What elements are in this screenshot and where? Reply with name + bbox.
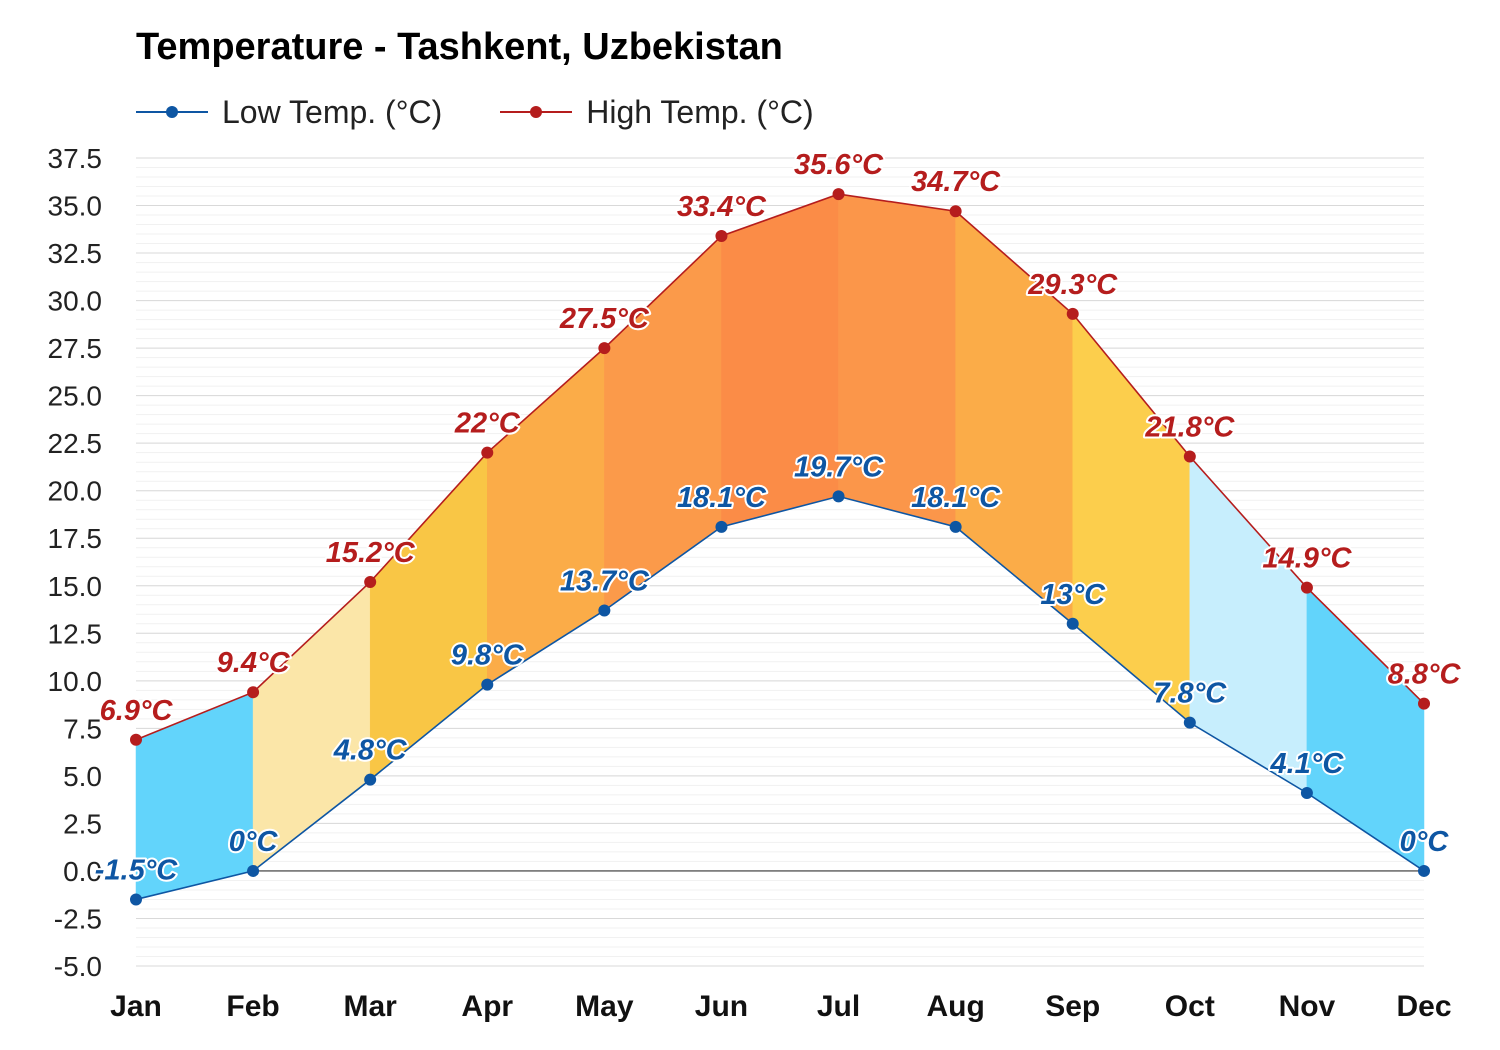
legend-label-low: Low Temp. (°C): [222, 93, 443, 130]
y-tick-label: 27.5: [48, 333, 103, 364]
chart-title: Temperature - Tashkent, Uzbekistan: [136, 26, 783, 68]
y-tick-label: 37.5: [48, 143, 103, 174]
legend-marker-low: [136, 90, 208, 134]
high-point: [949, 205, 962, 218]
band-apr: [487, 347, 605, 686]
high-data-label: 34.7°C: [911, 166, 1001, 198]
high-point: [130, 733, 142, 746]
high-point: [481, 446, 494, 459]
high-point: [598, 342, 611, 355]
legend: Low Temp. (°C) High Temp. (°C): [136, 90, 872, 134]
x-tick-label: Oct: [1165, 990, 1215, 1023]
x-tick-label: Sep: [1045, 990, 1100, 1023]
y-tick-label: 22.5: [48, 428, 103, 459]
x-tick-label: Jan: [110, 990, 162, 1023]
legend-item-high[interactable]: High Temp. (°C): [500, 90, 814, 134]
x-tick-label: Feb: [226, 990, 279, 1023]
y-tick-label: 20.0: [48, 476, 103, 507]
y-tick-label: 25.0: [48, 381, 103, 412]
band-mar: [369, 452, 488, 781]
low-point: [1300, 786, 1313, 799]
low-data-label: 13.7°C: [560, 565, 650, 597]
series-high: 6.9°C 9.4°C 15.2°C 22°C 27.5°C 33.4°C 35.6°C 34…: [98, 147, 1463, 746]
y-tick-label: -2.5: [54, 903, 102, 934]
high-data-label: 15.2°C: [326, 537, 416, 569]
x-tick-label: Dec: [1396, 990, 1451, 1023]
high-data-label: 21.8°C: [1144, 411, 1235, 443]
y-tick-label: 15.0: [48, 571, 103, 602]
y-tick-label: 35.0: [48, 191, 103, 222]
high-data-label: 6.9°C: [100, 695, 174, 727]
low-line: [135, 495, 1425, 901]
legend-item-low[interactable]: Low Temp. (°C): [136, 90, 442, 134]
y-tick-label: 7.5: [63, 713, 102, 744]
low-data-label: 0°C: [229, 826, 279, 858]
high-point: [715, 229, 728, 242]
high-point: [1300, 581, 1313, 594]
high-data-label: 9.4°C: [217, 647, 291, 679]
y-tick-label: 12.5: [48, 618, 103, 649]
band-oct: [1189, 455, 1308, 794]
low-point: [715, 520, 728, 533]
y-tick-label: 17.5: [48, 523, 103, 554]
low-point: [949, 520, 962, 533]
y-tick-label: 32.5: [48, 238, 103, 269]
low-point: [1066, 617, 1079, 630]
low-data-label: 13°C: [1040, 579, 1106, 611]
low-data-label: 7.8°C: [1153, 678, 1227, 710]
y-tick-label: 2.5: [63, 808, 102, 839]
x-tick-label: Aug: [926, 990, 984, 1023]
low-data-label: 18.1°C: [677, 482, 767, 514]
legend-marker-high: [500, 90, 573, 134]
y-axis: 37.5 35.0 32.5 30.0 27.5 25.0 22.5 20.0 17.5 15.0…: [48, 143, 103, 982]
low-point: [1183, 716, 1196, 729]
y-tick-label: 30.0: [48, 286, 103, 317]
low-data-label: 0°C: [1400, 826, 1450, 858]
y-tick-label: 5.0: [63, 761, 102, 792]
high-data-label: 22°C: [454, 408, 521, 440]
low-data-label: 4.1°C: [1269, 748, 1344, 780]
low-data-label: -1.5°C: [95, 854, 179, 886]
high-line: [135, 193, 1425, 741]
low-point: [130, 893, 142, 906]
high-data-label: 35.6°C: [794, 149, 884, 181]
low-data-label: 4.8°C: [333, 735, 408, 767]
low-data-label: 9.8°C: [451, 640, 525, 672]
x-tick-label: Jun: [695, 990, 748, 1023]
high-point: [832, 188, 845, 201]
low-point: [247, 864, 260, 877]
low-point: [1418, 864, 1430, 877]
y-tick-label: 0.0: [63, 856, 102, 887]
series-low: -1.5°C 0°C 4.8°C 9.8°C 13.7°C 18.1°C 19.7°C 18.…: [93, 449, 1451, 906]
high-data-label: 33.4°C: [677, 191, 767, 223]
high-point: [247, 686, 260, 699]
low-point: [832, 490, 845, 503]
legend-label-high: High Temp. (°C): [586, 93, 814, 130]
x-tick-label: Mar: [344, 990, 398, 1023]
x-axis: Jan Feb Mar Apr May Jun Jul Aug Sep Oct Nov Dec: [110, 990, 1451, 1023]
high-data-label: 14.9°C: [1262, 543, 1352, 575]
y-tick-label: 10.0: [48, 666, 103, 697]
high-data-label: 29.3°C: [1027, 269, 1118, 301]
low-data-label: 19.7°C: [794, 451, 884, 483]
x-tick-label: Apr: [461, 990, 513, 1023]
y-tick-label: -5.0: [54, 951, 102, 982]
legend-dot-high: [530, 106, 543, 118]
x-tick-label: Jul: [817, 990, 860, 1023]
x-tick-label: Nov: [1279, 990, 1336, 1023]
high-data-label: 8.8°C: [1388, 659, 1462, 691]
high-point: [1418, 697, 1430, 710]
low-point: [364, 773, 377, 786]
legend-dot-low: [166, 106, 178, 118]
low-data-label: 18.1°C: [911, 482, 1001, 514]
high-data-label: 27.5°C: [559, 303, 650, 335]
low-point: [598, 604, 611, 617]
x-tick-label: May: [575, 990, 634, 1023]
high-point: [1066, 307, 1079, 320]
low-point: [481, 678, 494, 691]
high-point: [364, 575, 377, 588]
high-point: [1183, 450, 1196, 463]
